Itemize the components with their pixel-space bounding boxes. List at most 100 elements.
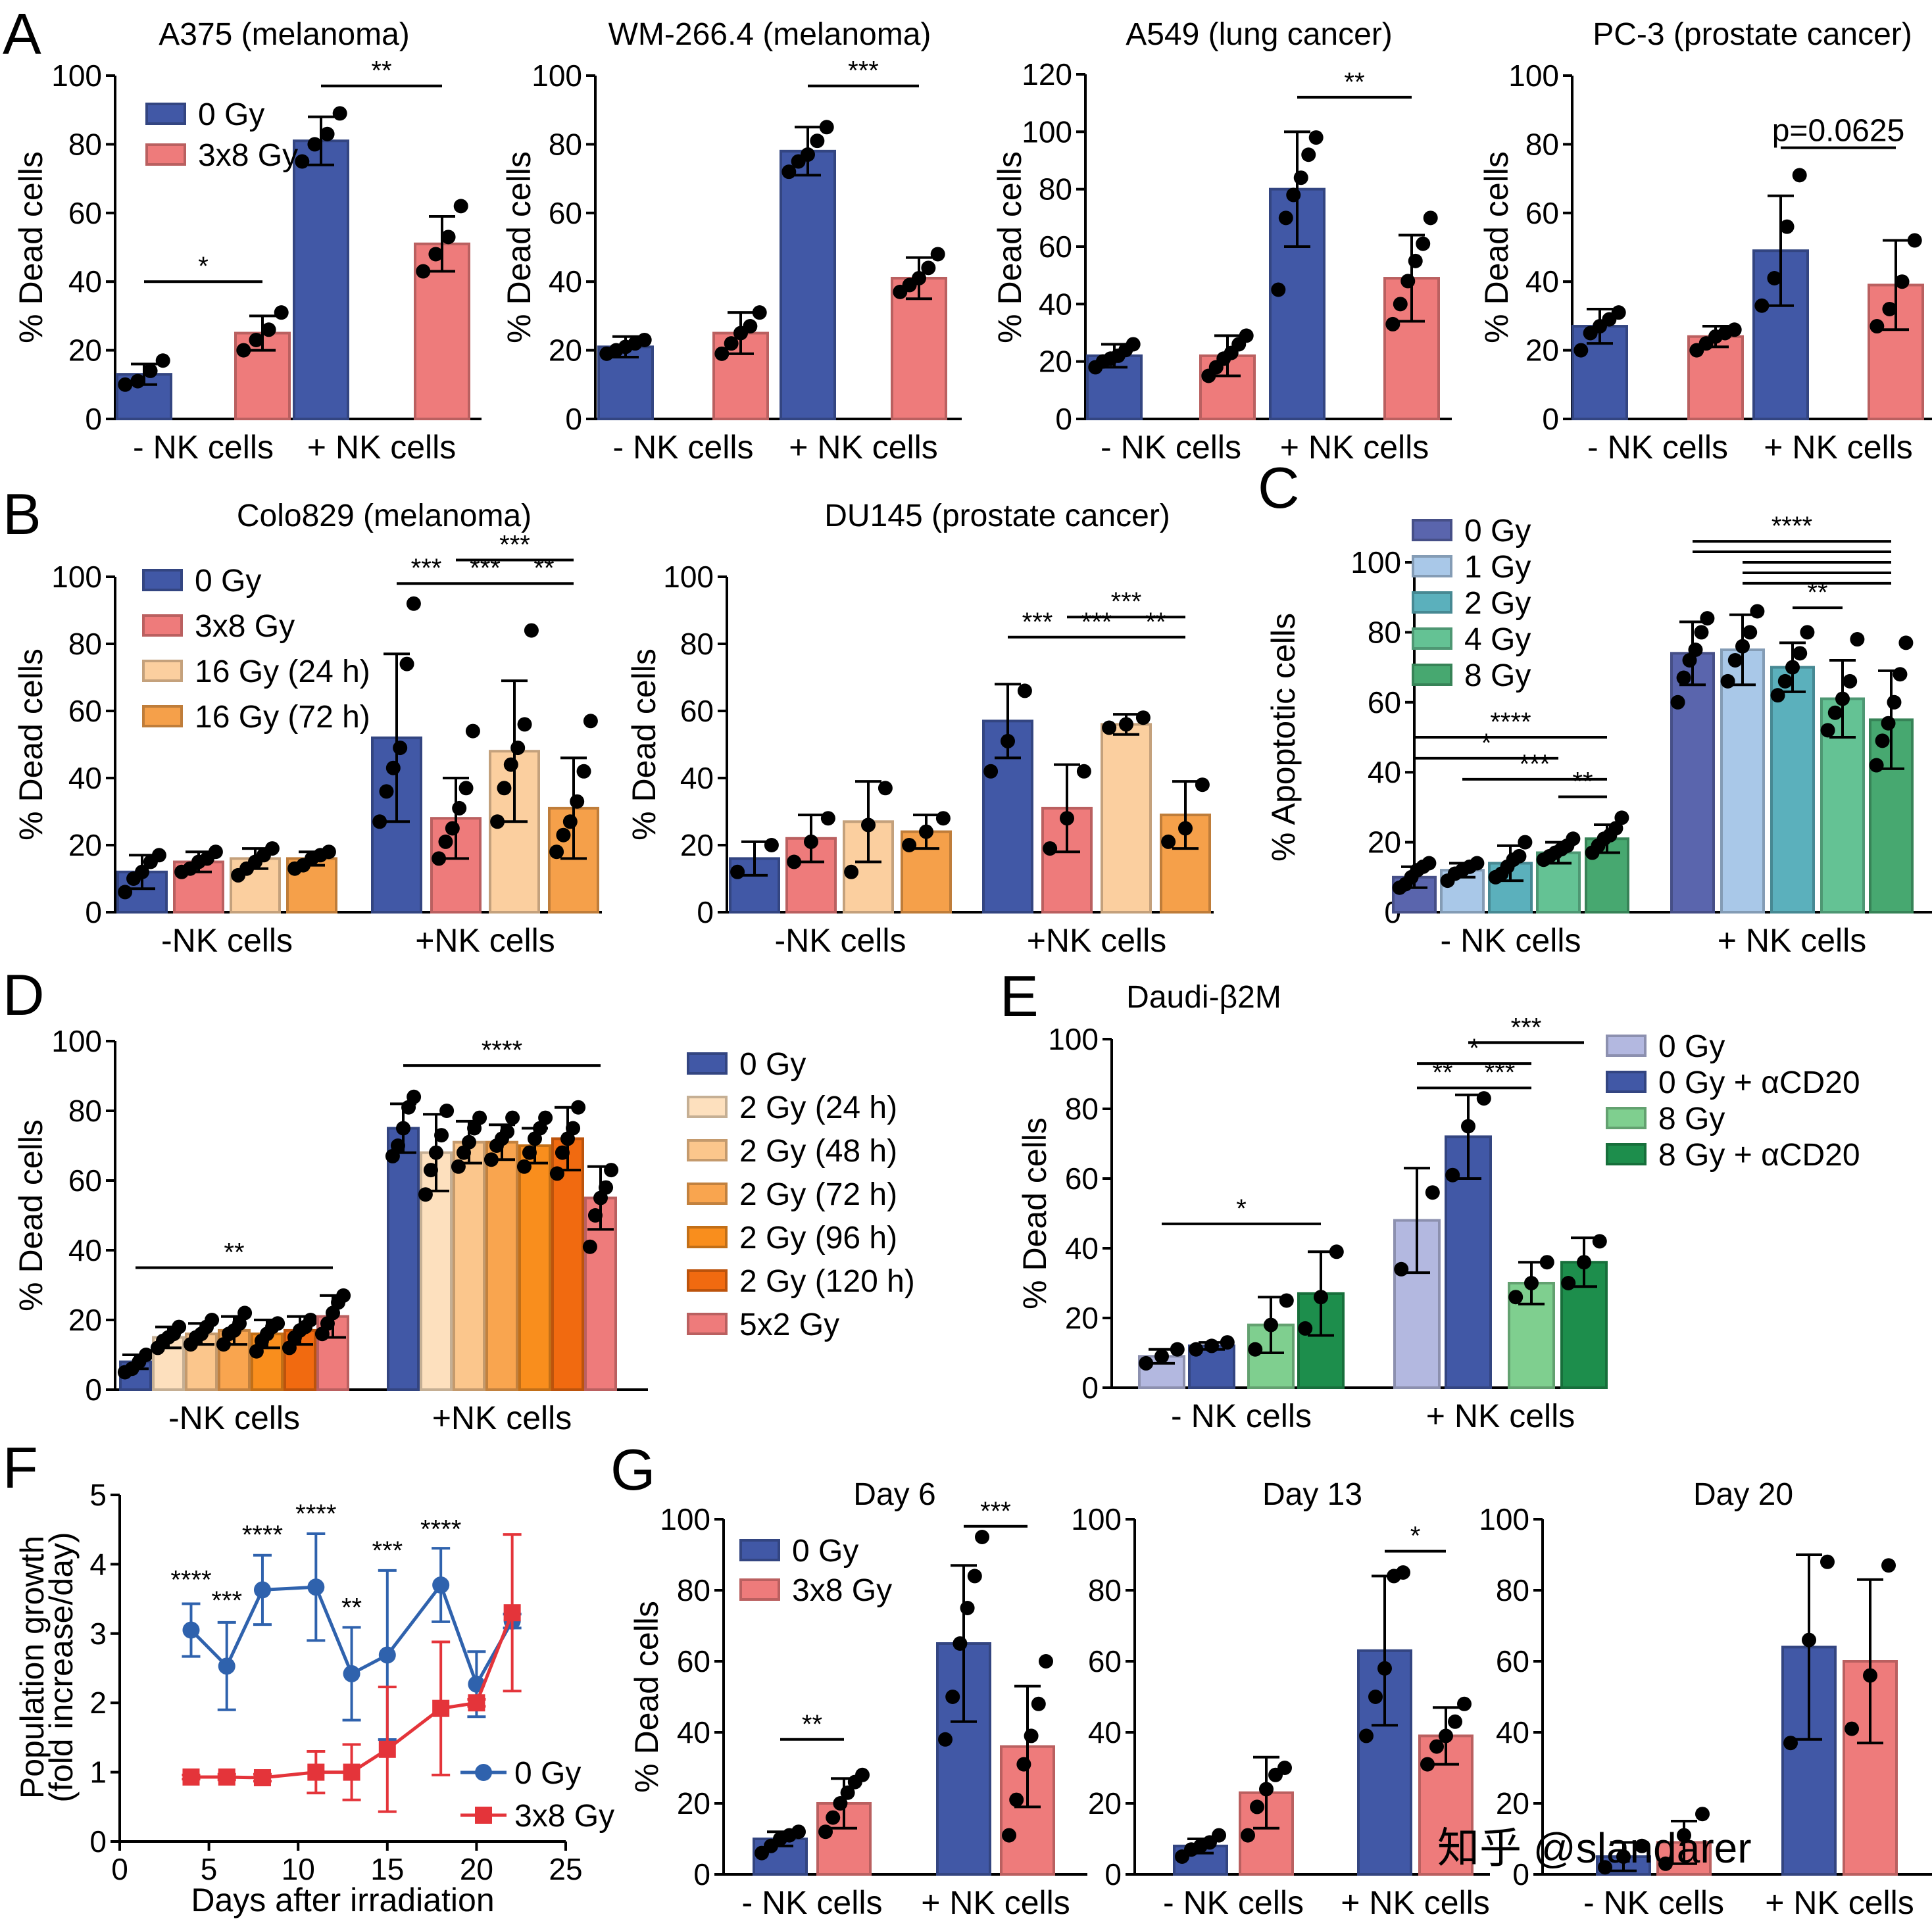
y-tick-label: 80 <box>1039 172 1072 207</box>
x-category-label: - NK cells <box>1583 1884 1724 1921</box>
data-point <box>452 800 467 816</box>
y-tick-label: 100 <box>1479 1502 1529 1536</box>
data-point <box>378 1740 396 1758</box>
y-tick-label: 20 <box>549 333 582 368</box>
chart-G2: 0 20 40 60 80 100 Day 13 - NK cells + NK cells * <box>1071 1477 1490 1921</box>
data-point <box>930 247 945 262</box>
bar <box>387 1127 420 1391</box>
data-point <box>182 1621 200 1639</box>
data-point <box>1126 337 1141 352</box>
significance-label: * <box>1236 1194 1247 1223</box>
panel-letter: F <box>3 1435 38 1500</box>
data-point <box>432 1699 450 1717</box>
data-point <box>497 781 512 796</box>
data-point <box>429 1145 443 1160</box>
y-tick-label: 40 <box>1496 1715 1529 1749</box>
legend-swatch <box>687 1313 728 1335</box>
data-point <box>1802 1632 1816 1647</box>
data-point <box>1898 635 1914 650</box>
data-point <box>1416 236 1431 251</box>
y-axis-label: % Dead cells <box>991 151 1028 343</box>
y-tick-label: 100 <box>660 1502 710 1536</box>
data-point <box>730 864 745 879</box>
significance-label: ** <box>341 1593 362 1622</box>
data-point <box>1518 835 1533 850</box>
data-point <box>1827 705 1843 720</box>
x-tick-label: 15 <box>370 1852 404 1886</box>
panel-letter: G <box>610 1437 655 1502</box>
data-point <box>434 1128 449 1143</box>
data-point <box>1001 733 1015 748</box>
legend-label: 8 Gy + αCD20 <box>1658 1138 1860 1173</box>
data-point <box>1611 305 1626 320</box>
significance-label: * <box>1469 1034 1479 1063</box>
y-tick-label: 40 <box>680 761 714 795</box>
data-point <box>1154 1349 1169 1364</box>
data-point <box>1060 811 1074 826</box>
data-point <box>1161 834 1176 849</box>
chart-title: PC-3 (prostate cancer) <box>1593 17 1912 52</box>
data-point <box>483 1152 499 1167</box>
data-point <box>764 838 779 852</box>
significance-label: *** <box>372 1536 403 1565</box>
data-point <box>1688 643 1703 657</box>
y-tick-label: 40 <box>68 264 102 299</box>
data-point <box>1429 1739 1444 1754</box>
chart-title: Day 20 <box>1693 1477 1793 1512</box>
data-point <box>1870 319 1885 334</box>
data-point <box>332 106 347 121</box>
y-tick-label: 60 <box>1525 196 1559 230</box>
y-tick-label: 20 <box>68 1303 102 1337</box>
data-point <box>1425 1185 1440 1200</box>
data-point <box>1670 695 1685 710</box>
y-axis-label: % Dead cells <box>626 648 662 841</box>
data-point <box>1614 810 1629 825</box>
y-tick-label: 80 <box>1525 127 1559 161</box>
y-axis-label: % Dead cells <box>1016 1117 1053 1309</box>
data-point <box>1863 1668 1877 1683</box>
data-point <box>1368 1690 1383 1704</box>
data-point <box>1250 1799 1264 1815</box>
y-tick-label: 0 <box>697 895 714 929</box>
data-point <box>1658 1856 1673 1871</box>
data-point <box>1800 625 1815 640</box>
data-point <box>975 1530 989 1544</box>
significance-label: * <box>1410 1522 1421 1551</box>
data-point <box>503 1604 521 1622</box>
data-point <box>983 764 999 779</box>
data-point <box>791 1824 806 1840</box>
significance-label: *** <box>980 1497 1011 1526</box>
data-point <box>1271 282 1286 297</box>
data-point <box>555 1145 570 1160</box>
data-point <box>945 1690 960 1704</box>
y-tick-label: 20 <box>677 1786 710 1820</box>
data-point <box>953 1636 968 1651</box>
data-point <box>1700 611 1715 626</box>
data-point <box>1907 233 1922 248</box>
x-category-label: +NK cells <box>432 1400 572 1436</box>
chart-title: Colo829 (melanoma) <box>237 499 532 533</box>
series-1 <box>182 1533 522 1813</box>
data-point <box>1457 1696 1472 1711</box>
data-point <box>1573 343 1589 358</box>
data-point <box>1248 1342 1263 1357</box>
data-point <box>1394 1261 1409 1277</box>
data-point <box>1779 219 1795 234</box>
y-tick-label: 0 <box>1542 402 1559 436</box>
chart-title: Day 6 <box>853 1477 935 1512</box>
chart-G1: 0 20 40 60 80 100 Day 6 % Dead cells G - NK cells… <box>610 1437 1087 1921</box>
significance-label: *** <box>211 1586 242 1615</box>
legend-swatch <box>1412 627 1452 650</box>
data-point <box>1792 168 1807 183</box>
bar <box>891 276 947 421</box>
x-category-label: + NK cells <box>1280 429 1429 466</box>
data-point <box>390 1138 405 1153</box>
significance-label: **** <box>170 1565 211 1594</box>
data-point <box>1031 1696 1046 1711</box>
y-tick-label: 80 <box>1496 1573 1529 1607</box>
data-point <box>1264 1317 1278 1332</box>
data-point <box>878 781 893 796</box>
y-tick-label: 40 <box>1525 264 1559 299</box>
data-point <box>1512 848 1527 864</box>
data-point <box>1139 1355 1154 1371</box>
